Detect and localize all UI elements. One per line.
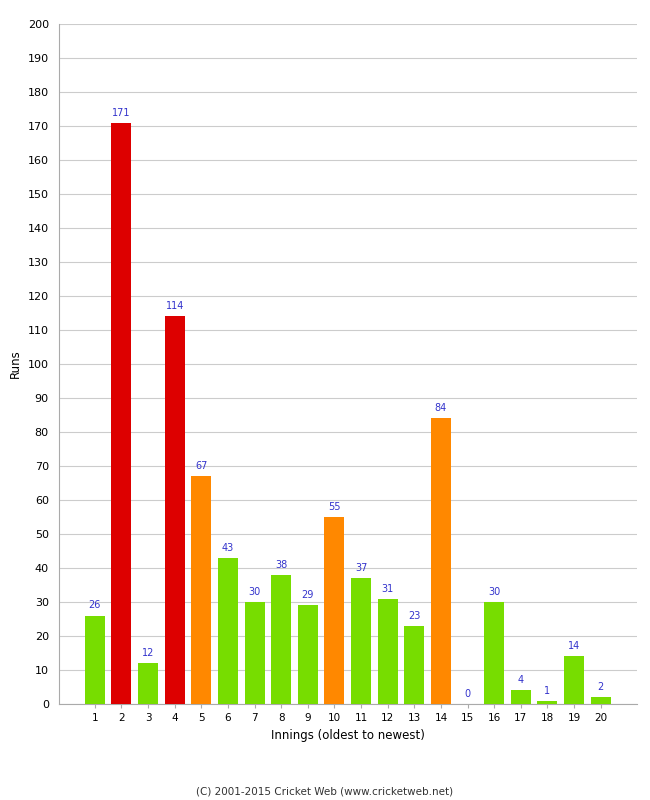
X-axis label: Innings (oldest to newest): Innings (oldest to newest)	[271, 729, 424, 742]
Text: 114: 114	[166, 302, 184, 311]
Bar	[191, 476, 211, 704]
Text: 1: 1	[545, 686, 551, 695]
Bar	[484, 602, 504, 704]
Text: 0: 0	[465, 689, 471, 699]
Text: 67: 67	[195, 461, 207, 471]
Text: 43: 43	[222, 542, 234, 553]
Bar	[351, 578, 371, 704]
Y-axis label: Runs: Runs	[9, 350, 22, 378]
Text: 23: 23	[408, 610, 421, 621]
Bar	[138, 663, 158, 704]
Bar	[591, 697, 611, 704]
Text: 55: 55	[328, 502, 341, 512]
Bar	[164, 317, 185, 704]
Bar	[511, 690, 531, 704]
Bar	[564, 656, 584, 704]
Text: 12: 12	[142, 648, 154, 658]
Bar	[218, 558, 238, 704]
Bar	[378, 598, 398, 704]
Text: 29: 29	[302, 590, 314, 600]
Bar	[404, 626, 424, 704]
Text: 31: 31	[382, 583, 394, 594]
Text: (C) 2001-2015 Cricket Web (www.cricketweb.net): (C) 2001-2015 Cricket Web (www.cricketwe…	[196, 786, 454, 796]
Text: 4: 4	[518, 675, 524, 686]
Text: 84: 84	[435, 403, 447, 414]
Text: 171: 171	[112, 107, 131, 118]
Bar	[84, 616, 105, 704]
Text: 26: 26	[88, 601, 101, 610]
Text: 38: 38	[275, 560, 287, 570]
Text: 14: 14	[568, 642, 580, 651]
Bar	[538, 701, 558, 704]
Bar	[271, 574, 291, 704]
Bar	[431, 418, 451, 704]
Text: 2: 2	[597, 682, 604, 692]
Bar	[324, 517, 345, 704]
Bar	[111, 122, 131, 704]
Bar	[298, 606, 318, 704]
Text: 30: 30	[248, 587, 261, 597]
Text: 37: 37	[355, 563, 367, 573]
Bar	[244, 602, 265, 704]
Text: 30: 30	[488, 587, 500, 597]
